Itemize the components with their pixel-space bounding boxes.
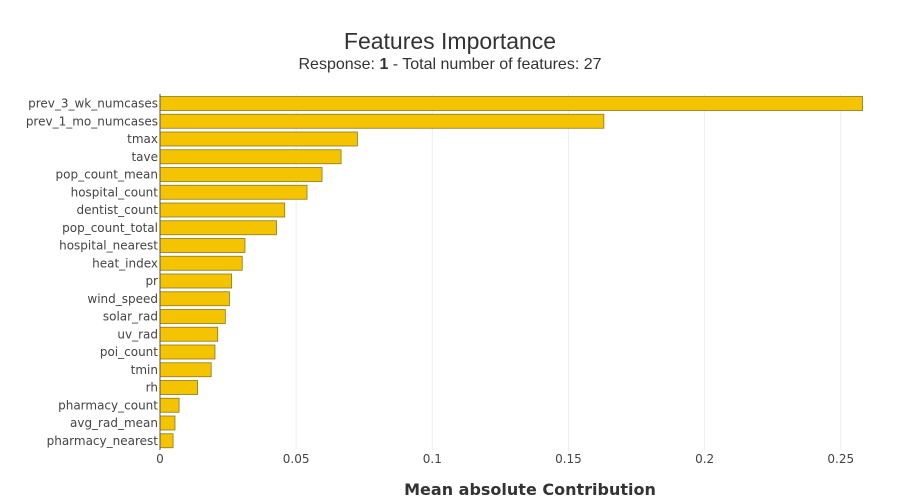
- y-tick-label: prev_3_wk_numcases: [28, 97, 158, 111]
- bar[interactable]: [159, 131, 358, 147]
- bar[interactable]: [159, 415, 176, 431]
- bar[interactable]: [159, 184, 308, 200]
- chart-subtitle: Response: 1 - Total number of features: …: [0, 56, 900, 74]
- bar[interactable]: [159, 149, 342, 165]
- x-axis-title: Mean absolute Contribution: [404, 480, 656, 499]
- bar[interactable]: [159, 255, 243, 271]
- bar[interactable]: [159, 167, 323, 182]
- bar[interactable]: [159, 344, 216, 360]
- y-tick-label: rh: [146, 381, 158, 395]
- x-tick-label: 0.05: [283, 452, 310, 466]
- x-tick-label: 0.2: [695, 452, 714, 466]
- y-tick-label: pharmacy_count: [58, 398, 158, 412]
- bar[interactable]: [159, 309, 226, 324]
- y-tick-label: tave: [131, 150, 158, 164]
- x-tick-label: 0.15: [555, 452, 582, 466]
- y-tick-label: dentist_count: [77, 203, 159, 217]
- bar[interactable]: [159, 238, 246, 253]
- bar[interactable]: [159, 433, 174, 449]
- bar[interactable]: [159, 397, 180, 413]
- subtitle-prefix: Response:: [298, 56, 380, 73]
- y-tick-label: wind_speed: [87, 292, 158, 306]
- y-tick-label: heat_index: [92, 256, 158, 270]
- y-tick-label: hospital_count: [71, 185, 159, 199]
- chart-title: Features Importance: [343, 28, 557, 54]
- bar[interactable]: [159, 380, 198, 395]
- x-tick-label: 0.1: [423, 452, 442, 466]
- subtitle-suffix: - Total number of features: 27: [388, 56, 602, 73]
- y-tick-label: hospital_nearest: [59, 239, 158, 253]
- bar-layer: [159, 96, 863, 449]
- x-tick-label: 0: [156, 452, 164, 466]
- bar[interactable]: [159, 96, 863, 111]
- bar[interactable]: [159, 362, 212, 378]
- bar[interactable]: [159, 273, 233, 289]
- bar[interactable]: [159, 202, 286, 218]
- y-tick-label: pr: [145, 274, 158, 288]
- bar[interactable]: [159, 326, 219, 342]
- bar[interactable]: [159, 220, 277, 236]
- axis-layer: 0 0.05 0.1 0.15 0.2 0.25 prev_3_wk_numcasespre…: [26, 94, 854, 466]
- y-tick-label: poi_count: [100, 345, 158, 359]
- x-tick-label: 0.25: [827, 452, 854, 466]
- y-tick-label: avg_rad_mean: [70, 416, 158, 430]
- grid-layer: [295, 94, 842, 450]
- y-tick-label: tmin: [131, 363, 158, 377]
- y-tick-label: pop_count_total: [62, 221, 158, 235]
- y-tick-label: pop_count_mean: [56, 168, 158, 182]
- subtitle-response: 1: [379, 56, 389, 73]
- y-tick-label: solar_rad: [103, 310, 158, 324]
- y-tick-label: tmax: [127, 132, 158, 146]
- y-tick-label: prev_1_mo_numcases: [26, 114, 158, 128]
- bar[interactable]: [159, 291, 230, 307]
- y-tick-label: pharmacy_nearest: [47, 434, 159, 448]
- bar[interactable]: [159, 113, 605, 129]
- y-tick-label: uv_rad: [117, 327, 158, 341]
